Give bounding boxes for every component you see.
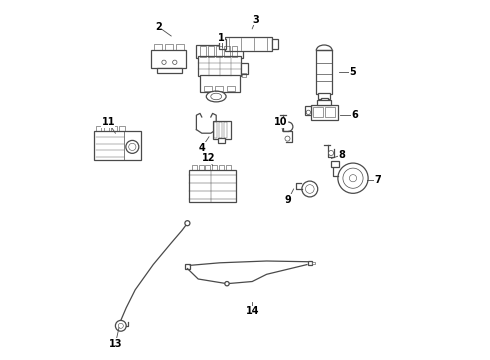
Bar xyxy=(232,46,238,57)
Bar xyxy=(317,100,331,105)
Bar xyxy=(325,107,335,117)
Text: 10: 10 xyxy=(274,117,288,127)
Circle shape xyxy=(162,60,166,64)
Bar xyxy=(208,46,214,57)
Bar xyxy=(185,264,190,269)
Bar xyxy=(192,165,197,170)
Bar xyxy=(214,122,217,138)
Bar xyxy=(219,165,224,170)
Bar xyxy=(312,262,315,264)
Bar xyxy=(226,165,231,170)
Circle shape xyxy=(328,150,334,156)
Text: 12: 12 xyxy=(202,153,216,163)
Bar xyxy=(224,122,227,138)
Circle shape xyxy=(116,320,126,331)
Text: 2: 2 xyxy=(155,22,162,32)
Bar xyxy=(219,122,222,138)
Bar xyxy=(213,121,231,139)
Text: 8: 8 xyxy=(339,150,345,160)
Bar xyxy=(272,39,278,49)
Bar xyxy=(218,138,225,143)
Text: 1: 1 xyxy=(218,33,225,43)
Bar xyxy=(241,63,248,74)
Bar xyxy=(311,105,338,120)
Bar xyxy=(175,44,184,50)
Circle shape xyxy=(126,140,139,153)
Text: 4: 4 xyxy=(198,143,205,153)
Bar xyxy=(242,73,246,77)
Bar xyxy=(204,86,212,91)
Bar xyxy=(200,46,206,57)
Bar xyxy=(196,45,243,58)
Bar xyxy=(154,44,162,50)
Bar xyxy=(151,50,186,68)
Ellipse shape xyxy=(206,91,226,102)
Bar xyxy=(189,170,236,202)
Bar xyxy=(198,165,204,170)
Bar xyxy=(320,98,328,104)
Bar xyxy=(94,131,141,160)
Bar xyxy=(308,261,312,265)
Bar xyxy=(111,126,117,131)
Text: 14: 14 xyxy=(245,306,259,316)
Text: 3: 3 xyxy=(252,15,259,25)
Text: 13: 13 xyxy=(109,339,122,349)
Bar xyxy=(165,44,173,50)
Bar xyxy=(227,86,235,91)
Bar xyxy=(157,68,182,73)
Circle shape xyxy=(306,110,311,114)
Bar xyxy=(216,46,221,57)
Text: 11: 11 xyxy=(101,117,115,127)
Circle shape xyxy=(225,282,229,286)
Bar xyxy=(305,106,311,115)
Bar xyxy=(224,46,229,57)
Text: 5: 5 xyxy=(350,67,356,77)
Circle shape xyxy=(338,163,368,193)
Bar xyxy=(198,56,242,76)
Bar xyxy=(212,165,217,170)
Bar xyxy=(313,107,323,117)
Bar xyxy=(120,126,125,131)
Circle shape xyxy=(302,181,318,197)
Bar xyxy=(200,75,240,92)
Text: 9: 9 xyxy=(285,195,292,205)
Circle shape xyxy=(185,221,190,226)
Bar xyxy=(205,165,210,170)
Bar xyxy=(96,126,101,131)
Bar xyxy=(215,86,223,91)
Bar xyxy=(331,161,339,167)
Bar xyxy=(225,37,272,51)
Circle shape xyxy=(285,136,290,141)
Bar xyxy=(318,93,330,99)
Text: 6: 6 xyxy=(351,110,358,120)
Bar xyxy=(316,50,332,94)
Circle shape xyxy=(172,60,177,64)
Text: 7: 7 xyxy=(375,175,382,185)
Bar xyxy=(103,126,109,131)
Bar xyxy=(219,39,225,49)
